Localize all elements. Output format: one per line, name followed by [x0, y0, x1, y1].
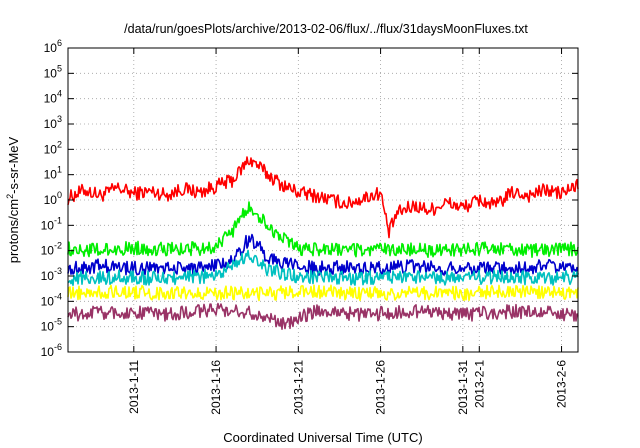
x-tick-label: 2013-1-21: [291, 360, 305, 415]
y-axis-label-sup: 2: [5, 194, 15, 199]
y-tick-label: 102: [44, 139, 62, 156]
series-line: [67, 156, 579, 239]
y-axis-label-prefix: protons/cm: [6, 199, 21, 263]
y-tick-label: 10-3: [41, 266, 62, 283]
series-line: [67, 233, 579, 276]
series-group: [67, 156, 579, 331]
y-tick-label: 105: [44, 63, 62, 80]
series-line: [67, 302, 579, 331]
y-tick-label: 101: [44, 165, 62, 182]
y-tick-label: 10-4: [41, 291, 62, 308]
x-axis: 2013-1-11 2013-1-16 2013-1-21 2013-1-26 2013…: [127, 48, 569, 415]
x-tick-label: 2013-2-6: [555, 360, 569, 408]
x-tick-label: 2013-1-31: [456, 360, 470, 415]
y-tick-label: 100: [44, 190, 62, 207]
series-line: [67, 284, 579, 302]
series-line: [67, 249, 579, 287]
y-tick-label: 10-5: [41, 317, 62, 334]
y-axis-label: protons/cm2-s-sr-MeV: [5, 136, 21, 263]
chart-title: /data/run/goesPlots/archive/2013-02-06/f…: [124, 22, 528, 36]
y-axis: 10-6 10-5 10-4 10-3 10-2 10-1 100 101 102 103 104 1…: [41, 38, 578, 359]
y-tick-label: 10-1: [41, 215, 62, 232]
y-tick-label: 10-2: [41, 241, 62, 258]
y-axis-label-suffix: -s-sr-MeV: [6, 136, 21, 193]
x-axis-label: Coordinated Universal Time (UTC): [223, 430, 422, 445]
series-line: [67, 201, 579, 259]
x-tick-label: 2013-1-11: [127, 360, 141, 414]
y-tick-label: 10-6: [41, 342, 62, 359]
y-tick-label: 103: [44, 114, 62, 131]
x-tick-label: 2013-2-1: [472, 360, 486, 408]
x-tick-label: 2013-1-26: [374, 360, 388, 415]
y-tick-label: 106: [44, 38, 62, 55]
x-tick-label: 2013-1-16: [209, 360, 223, 415]
y-tick-label: 104: [44, 89, 62, 106]
